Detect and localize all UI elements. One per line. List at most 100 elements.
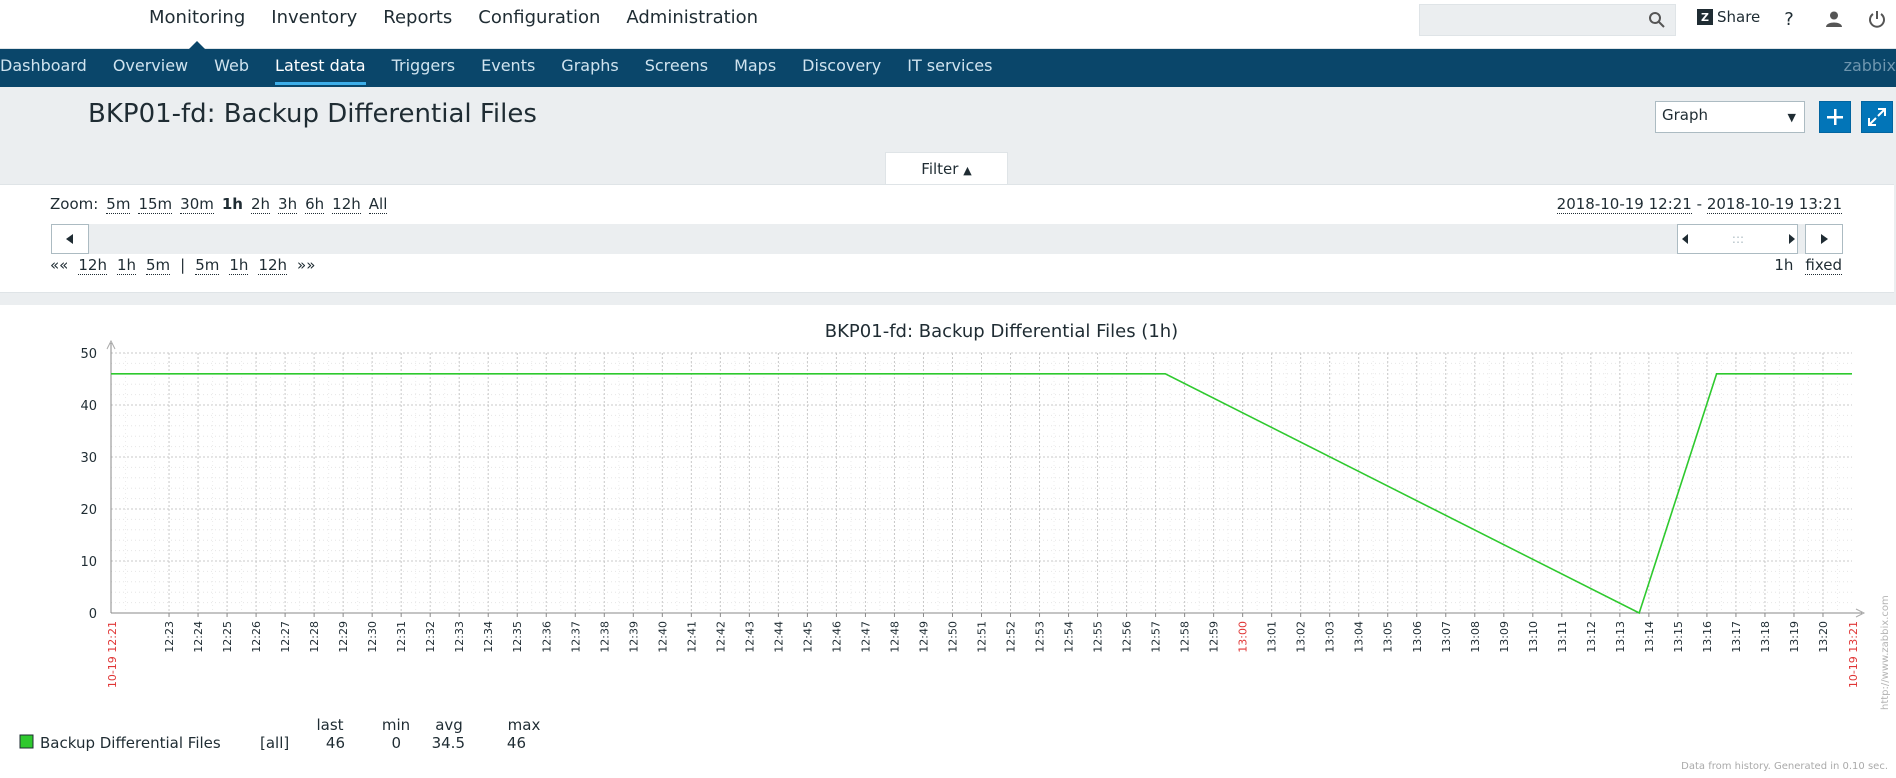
zoom-6h[interactable]: 6h xyxy=(305,195,325,214)
x-tick-label: 12:24 xyxy=(192,621,205,653)
watermark-text: http://www.zabbix.com xyxy=(1880,595,1891,710)
zoom-30m[interactable]: 30m xyxy=(180,195,214,214)
generation-footer: Data from history. Generated in 0.10 sec… xyxy=(1681,761,1888,772)
sign-out-icon[interactable] xyxy=(1866,8,1888,30)
nav-fwd-5m[interactable]: 5m xyxy=(195,256,220,275)
range-to[interactable]: 2018-10-19 13:21 xyxy=(1706,195,1842,214)
x-tick-label: 13:07 xyxy=(1440,621,1453,653)
filter-panel: Zoom: 5m 15m 30m 1h 2h 3h 6h 12h All 201… xyxy=(0,184,1894,293)
x-tick-label: 12:33 xyxy=(453,621,466,653)
submenu-maps[interactable]: Maps xyxy=(734,56,777,75)
x-axis-arrow-icon xyxy=(1855,608,1866,618)
nav-fwd-1h[interactable]: 1h xyxy=(229,256,249,275)
filter-label: Filter xyxy=(921,160,959,178)
x-tick-label: 12:55 xyxy=(1092,621,1105,653)
x-tick-label: 12:44 xyxy=(772,621,785,653)
submenu-web[interactable]: Web xyxy=(214,56,250,75)
submenu-latest-data[interactable]: Latest data xyxy=(262,49,379,87)
help-icon[interactable]: ? xyxy=(1784,8,1794,30)
arrow-left-icon xyxy=(66,234,73,244)
submenu-dashboard[interactable]: Dashboard xyxy=(0,56,87,75)
share-label: Share xyxy=(1717,8,1761,26)
x-tick-label: 12:32 xyxy=(424,621,437,653)
submenu-graphs[interactable]: Graphs xyxy=(561,56,619,75)
submenu-triggers[interactable]: Triggers xyxy=(391,56,456,75)
menu-monitoring[interactable]: Monitoring xyxy=(136,0,258,50)
x-tick-label: 12:26 xyxy=(250,621,263,653)
zoom-15m[interactable]: 15m xyxy=(138,195,173,214)
x-tick-label: 13:17 xyxy=(1730,621,1743,653)
zoom-1h[interactable]: 1h xyxy=(221,195,243,213)
scroll-left-button[interactable] xyxy=(51,224,89,254)
range-from[interactable]: 2018-10-19 12:21 xyxy=(1556,195,1692,214)
x-end-label: 10-19 13:21 xyxy=(1847,621,1860,688)
x-tick-label: 13:20 xyxy=(1817,621,1830,653)
x-tick-label: 12:39 xyxy=(627,621,640,653)
svg-text::::: ::: xyxy=(1732,232,1744,246)
x-tick-label: 12:23 xyxy=(163,621,176,653)
nav-back-1h[interactable]: 1h xyxy=(116,256,137,275)
submenu-events[interactable]: Events xyxy=(481,56,536,75)
view-type-select[interactable]: Graph ▼ xyxy=(1655,101,1805,133)
user-profile-icon[interactable] xyxy=(1823,8,1845,30)
zoom-label: Zoom: xyxy=(50,195,99,213)
y-tick-label: 10 xyxy=(80,555,97,570)
zoom-3h[interactable]: 3h xyxy=(278,195,298,214)
submenu-it-services[interactable]: IT services xyxy=(907,56,993,75)
x-tick-label: 13:18 xyxy=(1759,621,1772,653)
share-button[interactable]: Z Share xyxy=(1697,8,1760,26)
filter-tab[interactable]: Filter ▲ xyxy=(885,152,1008,185)
nav-fwd-12h[interactable]: 12h xyxy=(258,256,288,275)
x-tick-label: 13:00 xyxy=(1237,621,1250,653)
submenu-screens[interactable]: Screens xyxy=(644,56,709,75)
time-range: 2018-10-19 12:21 - 2018-10-19 13:21 xyxy=(1556,195,1842,214)
nav-back-12h[interactable]: 12h xyxy=(78,256,107,275)
x-tick-label: 12:56 xyxy=(1121,621,1134,653)
legend-last-value: 46 xyxy=(326,734,345,752)
x-tick-label: 12:43 xyxy=(743,621,756,653)
zoom-all[interactable]: All xyxy=(368,195,388,214)
y-tick-label: 30 xyxy=(80,451,97,466)
x-tick-label: 12:29 xyxy=(337,621,350,653)
x-tick-label: 13:19 xyxy=(1788,621,1801,653)
x-tick-label: 13:05 xyxy=(1382,621,1395,653)
add-to-favourites-button[interactable] xyxy=(1819,101,1851,133)
submenu-discovery[interactable]: Discovery xyxy=(802,56,882,75)
timeline-scrollbar[interactable] xyxy=(51,224,1843,254)
submenu-overview[interactable]: Overview xyxy=(112,56,189,75)
fullscreen-button[interactable] xyxy=(1861,101,1893,133)
search-input[interactable] xyxy=(1420,5,1640,35)
range-separator: - xyxy=(1696,195,1703,213)
zoom-5m[interactable]: 5m xyxy=(106,195,131,214)
x-tick-label: 12:49 xyxy=(917,621,930,653)
x-tick-label: 13:09 xyxy=(1498,621,1511,653)
search-icon[interactable] xyxy=(1648,11,1665,28)
main-menu: Monitoring Inventory Reports Configurati… xyxy=(136,0,771,50)
x-tick-label: 12:47 xyxy=(859,621,872,653)
period-value: 1h xyxy=(1774,256,1794,274)
legend-header-avg: avg xyxy=(435,716,463,734)
page-title: BKP01-fd: Backup Differential Files xyxy=(88,99,537,129)
timeline-thumb[interactable]: ::: xyxy=(1677,224,1798,254)
zoom-12h[interactable]: 12h xyxy=(332,195,361,214)
menu-inventory[interactable]: Inventory xyxy=(271,7,358,28)
x-tick-label: 12:30 xyxy=(366,621,379,653)
x-tick-label: 13:10 xyxy=(1527,621,1540,653)
x-tick-label: 12:48 xyxy=(888,621,901,653)
sub-navigation: Dashboard Overview Web Latest data Trigg… xyxy=(0,49,1896,87)
nav-back-all[interactable]: «« xyxy=(50,256,69,274)
x-start-label: 10-19 12:21 xyxy=(106,621,119,688)
zoom-2h[interactable]: 2h xyxy=(250,195,271,214)
x-tick-label: 12:36 xyxy=(540,621,553,653)
nav-fwd-all[interactable]: »» xyxy=(297,256,316,274)
dropdown-arrow-icon: ▼ xyxy=(1787,111,1796,124)
x-tick-label: 13:11 xyxy=(1556,621,1569,653)
menu-reports[interactable]: Reports xyxy=(383,7,453,28)
period-mode-toggle[interactable]: fixed xyxy=(1805,256,1842,275)
menu-configuration[interactable]: Configuration xyxy=(478,7,601,28)
nav-back-5m[interactable]: 5m xyxy=(146,256,171,275)
legend-series-name: Backup Differential Files xyxy=(40,734,221,752)
x-tick-label: 12:40 xyxy=(656,621,669,653)
menu-administration[interactable]: Administration xyxy=(626,7,759,28)
scroll-right-button[interactable] xyxy=(1805,224,1843,254)
